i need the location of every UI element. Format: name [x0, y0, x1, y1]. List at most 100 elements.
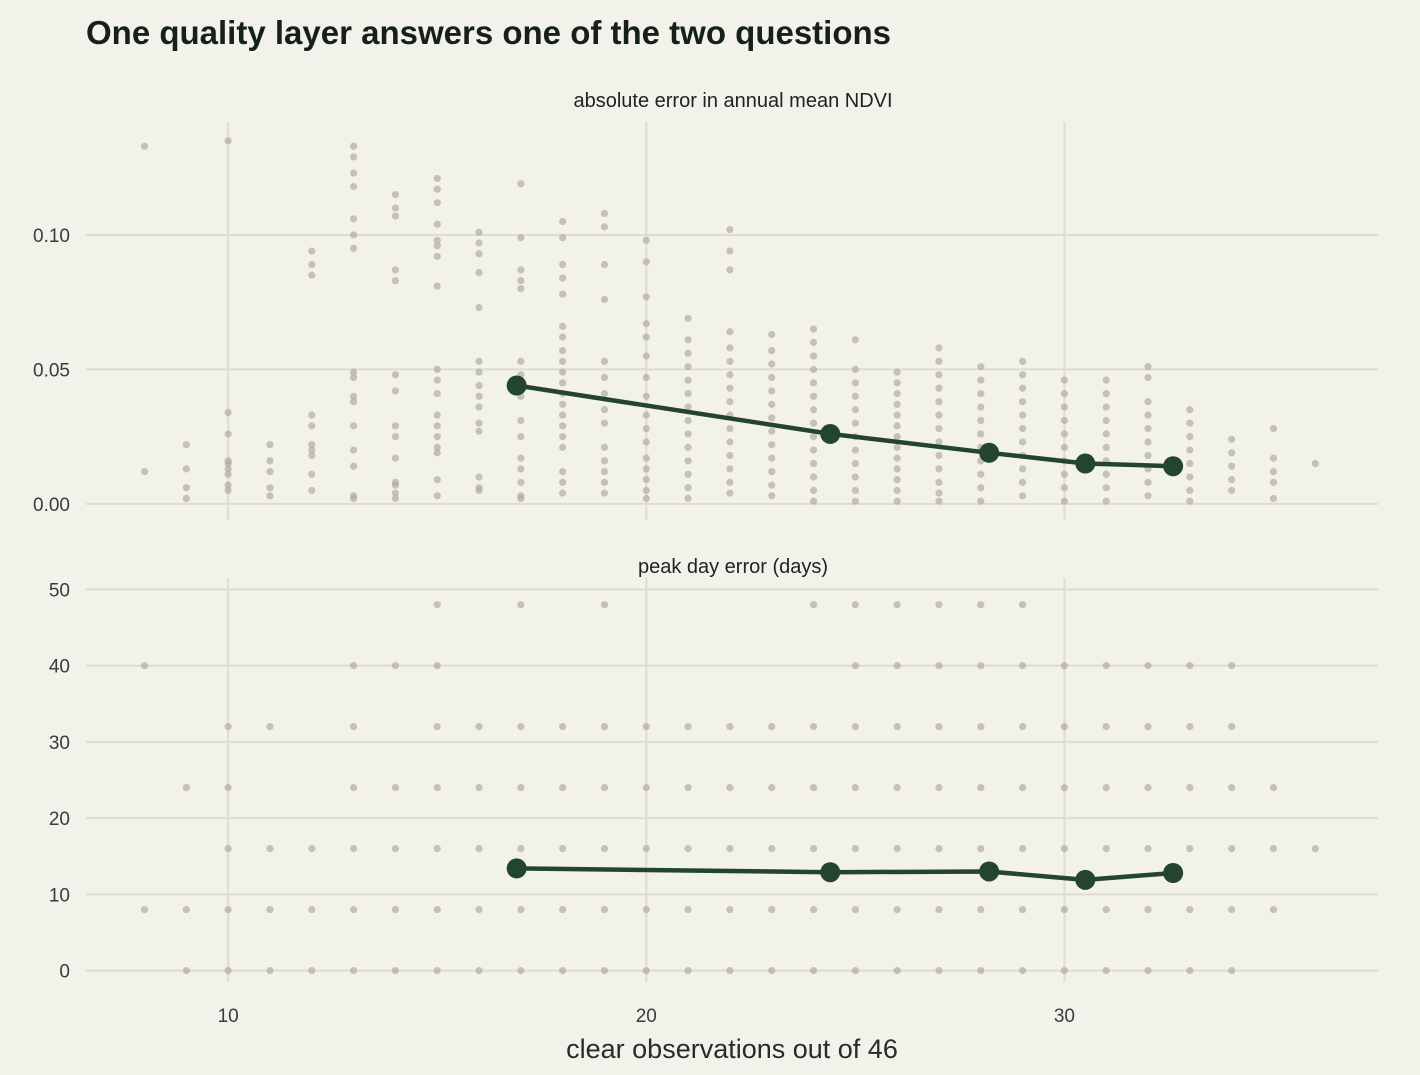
- observation-point: [1060, 662, 1069, 670]
- observation-point: [559, 433, 567, 441]
- observation-point: [935, 601, 943, 609]
- observation-point: [642, 494, 650, 503]
- observation-point: [977, 662, 985, 670]
- observation-point: [475, 966, 483, 975]
- observation-point: [1269, 424, 1278, 433]
- observation-point: [684, 966, 692, 975]
- y-tick-label: 10: [49, 885, 70, 906]
- observation-point: [768, 492, 776, 500]
- facet-ndvi-error: absolute error in annual mean NDVI 0.00 0.…: [33, 90, 1378, 520]
- observation-point: [349, 169, 358, 177]
- observation-point: [684, 457, 692, 465]
- observation-point: [977, 601, 985, 609]
- observation-point: [893, 433, 901, 441]
- observation-point: [893, 443, 901, 451]
- observation-point: [809, 473, 818, 481]
- observation-point: [433, 905, 441, 914]
- observation-point: [433, 723, 441, 731]
- observation-point: [684, 376, 692, 384]
- observation-point: [559, 489, 567, 497]
- observation-point: [433, 365, 441, 374]
- observation-point: [224, 408, 232, 417]
- observation-point: [935, 497, 943, 505]
- observation-point: [433, 966, 441, 975]
- observation-point: [726, 424, 734, 433]
- observation-point: [935, 371, 943, 379]
- observation-point: [851, 723, 859, 731]
- observation-point: [600, 209, 609, 218]
- observation-point: [1186, 459, 1194, 468]
- observation-point: [600, 905, 609, 914]
- observation-point: [600, 723, 609, 731]
- observation-point: [266, 966, 274, 975]
- observation-point: [1186, 486, 1194, 495]
- observation-point: [517, 845, 525, 853]
- observation-point: [1018, 966, 1027, 975]
- observation-point: [1186, 723, 1194, 731]
- observation-point: [977, 470, 985, 478]
- observation-point: [809, 723, 818, 731]
- observation-point: [809, 338, 818, 347]
- observation-point: [1228, 449, 1236, 457]
- observation-point: [1311, 459, 1319, 468]
- x-tick-label: 10: [218, 1006, 239, 1027]
- observation-point: [391, 191, 400, 199]
- observation-point: [1060, 497, 1069, 505]
- observation-point: [517, 905, 525, 914]
- observation-point: [1144, 398, 1152, 406]
- observation-point: [182, 905, 190, 914]
- observation-point: [642, 486, 650, 495]
- observation-point: [140, 467, 149, 476]
- observation-point: [1186, 446, 1194, 454]
- observation-point: [1060, 905, 1069, 914]
- observation-point: [1060, 390, 1069, 398]
- observation-point: [977, 390, 985, 398]
- observation-point: [559, 478, 567, 486]
- observation-point: [182, 484, 190, 492]
- observation-point: [224, 481, 232, 489]
- observation-point: [308, 905, 316, 914]
- observation-point: [433, 492, 441, 500]
- observation-point: [1102, 416, 1110, 425]
- observation-point: [1144, 438, 1152, 446]
- observation-point: [726, 344, 734, 352]
- observation-point: [391, 845, 400, 853]
- observation-point: [642, 333, 650, 341]
- observation-point: [642, 454, 650, 462]
- observation-point: [1018, 905, 1027, 914]
- observation-point: [1060, 784, 1069, 792]
- observation-point: [308, 451, 316, 460]
- observation-point: [349, 422, 358, 430]
- observation-point: [600, 357, 609, 365]
- observation-point: [768, 966, 776, 975]
- observation-point: [1186, 905, 1194, 914]
- observation-point: [977, 966, 985, 975]
- observation-point: [1102, 845, 1110, 853]
- observation-point: [224, 430, 232, 438]
- observation-point: [809, 497, 818, 505]
- observation-point: [600, 784, 609, 792]
- observation-point: [851, 662, 859, 670]
- observation-point: [893, 601, 901, 609]
- observation-point: [559, 333, 567, 341]
- trend-marker: [820, 423, 841, 444]
- observation-point: [1144, 424, 1152, 433]
- observation-point: [977, 845, 985, 853]
- observation-point: [851, 905, 859, 914]
- observation-point: [935, 344, 943, 352]
- x-tick-label: 20: [636, 1006, 657, 1027]
- observation-point: [266, 467, 274, 476]
- observation-point: [391, 433, 400, 441]
- observation-point: [266, 457, 274, 465]
- observation-point: [768, 467, 776, 476]
- observation-point: [768, 441, 776, 449]
- observation-point: [935, 966, 943, 975]
- observation-point: [433, 422, 441, 430]
- observation-point: [684, 905, 692, 914]
- facet-title: peak day error (days): [638, 556, 828, 578]
- observation-point: [1060, 470, 1069, 478]
- observation-point: [642, 905, 650, 914]
- observation-point: [266, 905, 274, 914]
- observation-point: [1186, 473, 1194, 481]
- observation-point: [809, 486, 818, 495]
